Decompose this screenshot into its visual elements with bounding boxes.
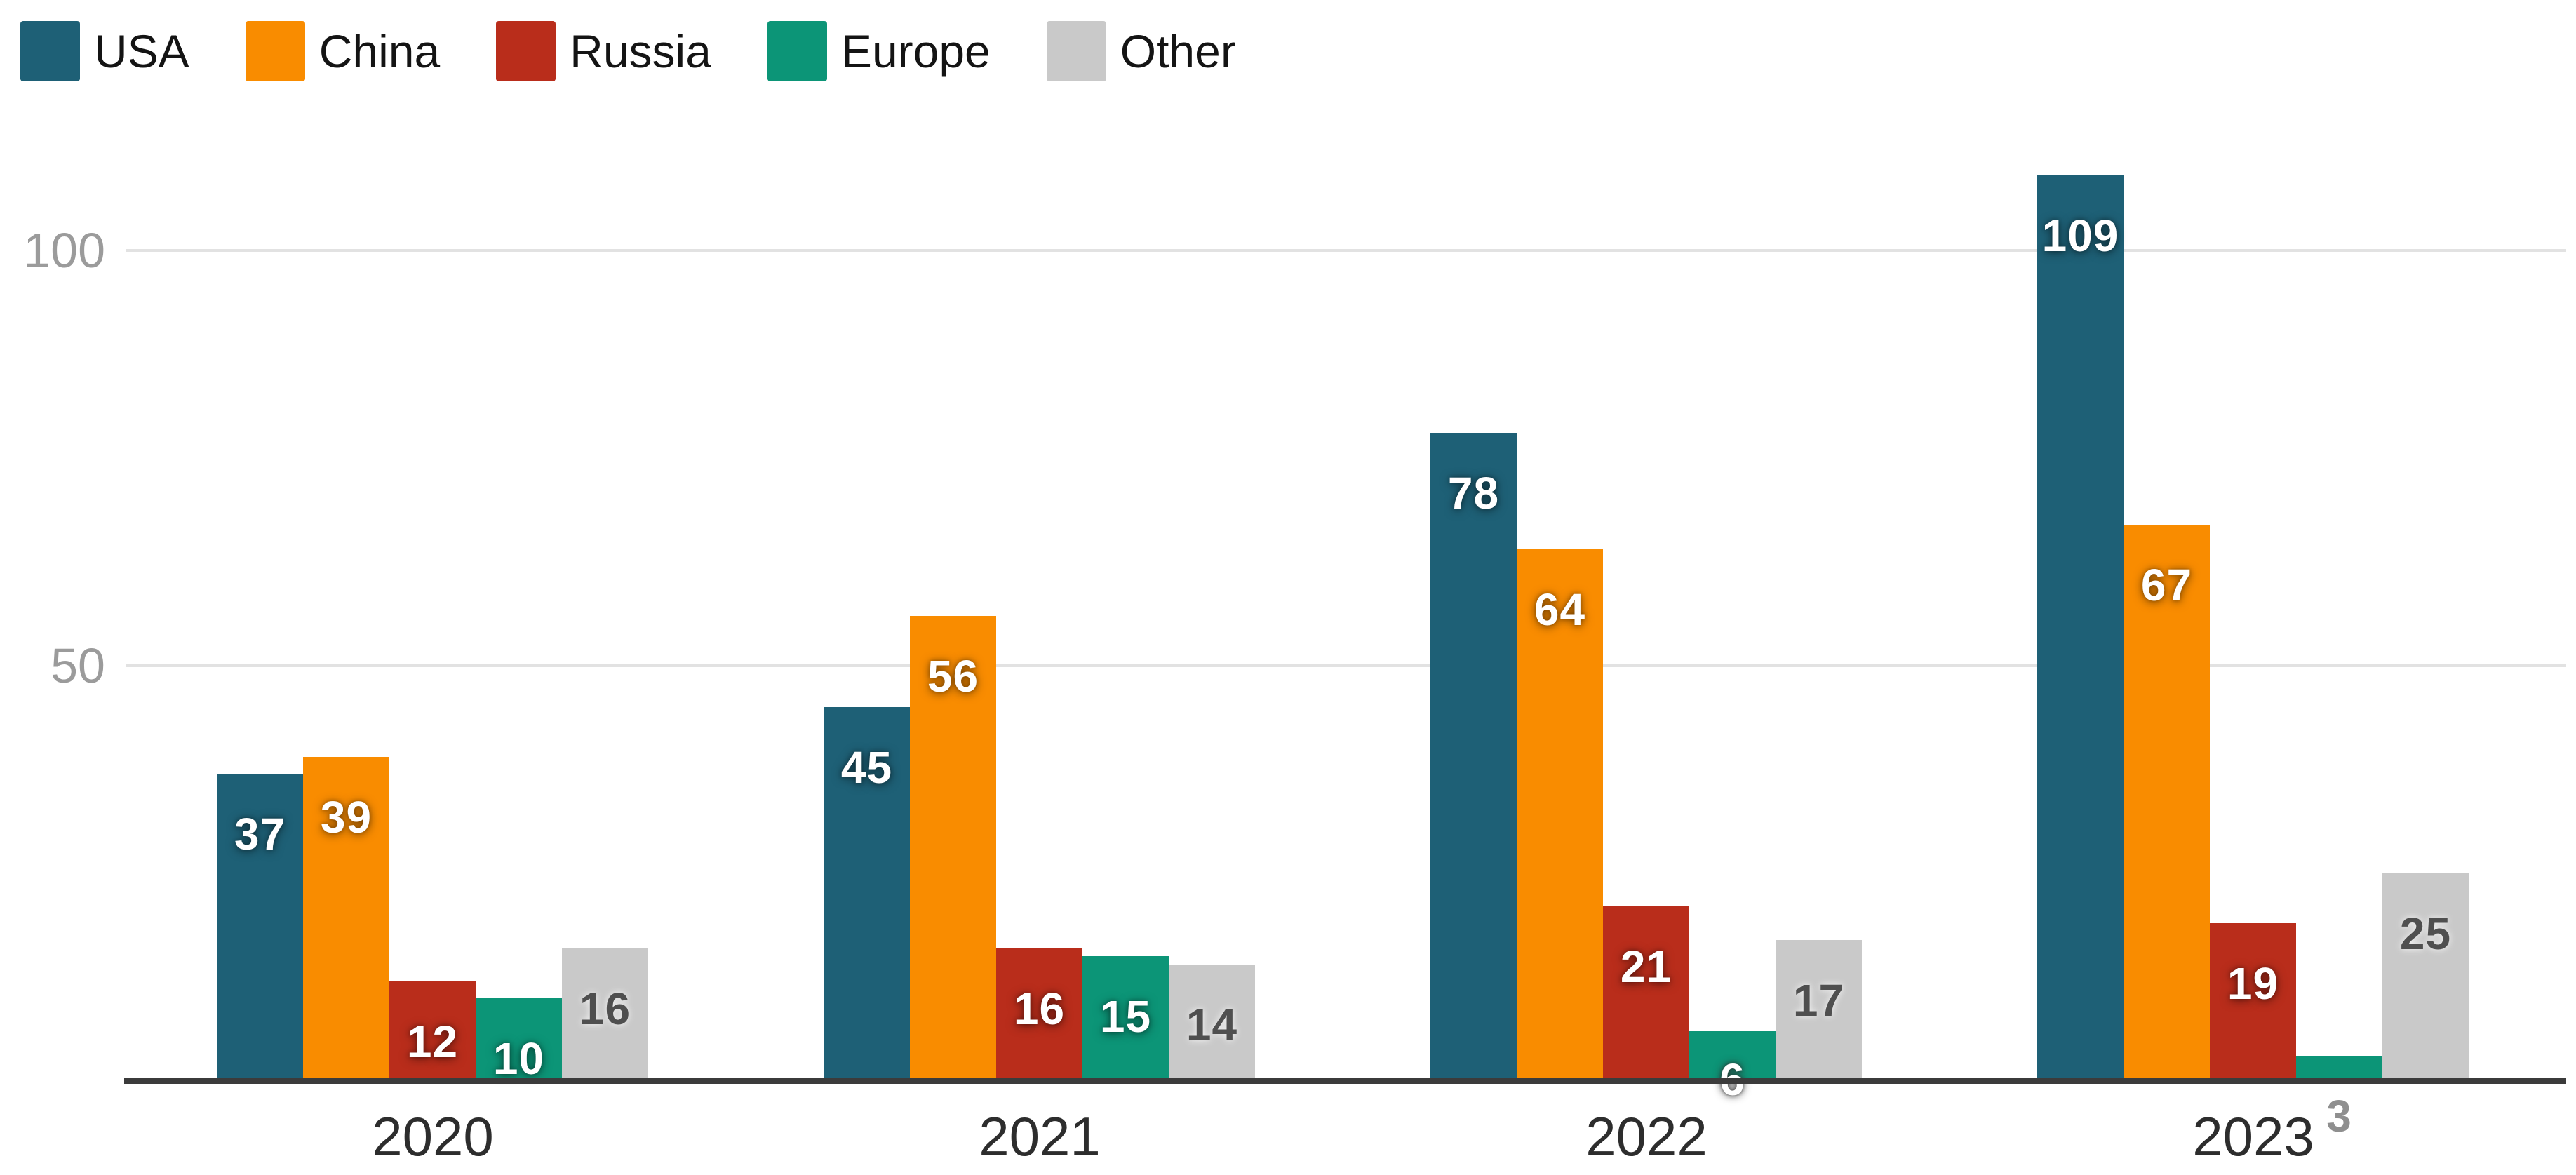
bar-china-2020: 39 xyxy=(303,757,389,1081)
bar-china-2022: 64 xyxy=(1517,549,1603,1081)
value-label-other-2020: 16 xyxy=(579,983,631,1034)
bar-europe-2021: 15 xyxy=(1082,956,1169,1081)
bar-other-2021: 14 xyxy=(1169,965,1255,1081)
legend-label: China xyxy=(318,25,441,77)
value-label-china-2023: 67 xyxy=(2140,560,2193,610)
legend-swatch-usa xyxy=(20,21,80,81)
bar-usa-2020: 37 xyxy=(217,774,303,1081)
bar-china-2023: 67 xyxy=(2124,525,2210,1081)
y-tick-label-100: 100 xyxy=(23,223,105,278)
value-label-other-2022: 17 xyxy=(1792,975,1845,1026)
bar-usa-2023: 109 xyxy=(2037,175,2124,1081)
legend-item-other: Other xyxy=(1046,21,1236,81)
bar-russia-2021: 16 xyxy=(996,948,1082,1081)
legend-label: Europe xyxy=(840,25,991,77)
legend-swatch-europe xyxy=(767,21,827,81)
x-category-label-2023: 2023 xyxy=(2192,1106,2314,1167)
value-label-europe-2023: 3 xyxy=(2326,1091,2352,1141)
bar-other-2020: 16 xyxy=(562,948,648,1081)
legend-label: USA xyxy=(94,25,189,77)
legend-item-russia: Russia xyxy=(496,21,711,81)
value-label-usa-2020: 37 xyxy=(234,809,286,859)
value-label-europe-2020: 10 xyxy=(492,1033,545,1084)
y-tick-label-50: 50 xyxy=(51,638,105,693)
gridline-100 xyxy=(126,249,2566,252)
bar-russia-2020: 12 xyxy=(389,981,476,1081)
legend-item-europe: Europe xyxy=(767,21,991,81)
value-label-china-2020: 39 xyxy=(320,792,373,842)
bar-europe-2022: 6 xyxy=(1689,1031,1776,1103)
value-label-russia-2022: 21 xyxy=(1620,941,1672,992)
bar-usa-2021: 45 xyxy=(824,707,910,1081)
x-category-label-2021: 2021 xyxy=(979,1106,1101,1167)
bar-russia-2023: 19 xyxy=(2210,923,2296,1081)
x-axis-line xyxy=(124,1078,2566,1084)
value-label-china-2021: 56 xyxy=(927,651,979,701)
value-label-other-2023: 25 xyxy=(2399,908,2452,959)
bar-europe-2023: 3 xyxy=(2296,1056,2382,1140)
bar-russia-2022: 21 xyxy=(1603,906,1689,1081)
legend-item-usa: USA xyxy=(20,21,189,81)
bar-usa-2022: 78 xyxy=(1430,433,1517,1081)
bar-other-2023: 25 xyxy=(2382,873,2469,1081)
legend-item-china: China xyxy=(245,21,441,81)
value-label-china-2022: 64 xyxy=(1534,584,1586,635)
value-label-usa-2022: 78 xyxy=(1447,468,1500,518)
legend-swatch-other xyxy=(1046,21,1106,81)
value-label-russia-2021: 16 xyxy=(1013,983,1066,1034)
value-label-russia-2020: 12 xyxy=(406,1016,459,1067)
legend-label: Other xyxy=(1120,25,1236,77)
value-label-usa-2023: 109 xyxy=(2041,210,2119,261)
bar-europe-2020: 10 xyxy=(476,998,562,1082)
legend-swatch-russia xyxy=(496,21,556,81)
x-category-label-2020: 2020 xyxy=(372,1106,494,1167)
value-label-other-2021: 14 xyxy=(1186,1000,1238,1050)
value-label-usa-2021: 45 xyxy=(840,742,893,793)
bar-china-2021: 56 xyxy=(910,616,996,1081)
legend: USA China Russia Europe Other xyxy=(20,21,1236,81)
legend-label: Russia xyxy=(570,25,711,77)
x-category-label-2022: 2022 xyxy=(1585,1106,1708,1167)
gridline-50 xyxy=(126,664,2566,667)
value-label-europe-2021: 15 xyxy=(1099,991,1152,1042)
value-label-russia-2023: 19 xyxy=(2227,958,2279,1009)
bar-other-2022: 17 xyxy=(1776,940,1862,1081)
legend-swatch-china xyxy=(245,21,305,81)
